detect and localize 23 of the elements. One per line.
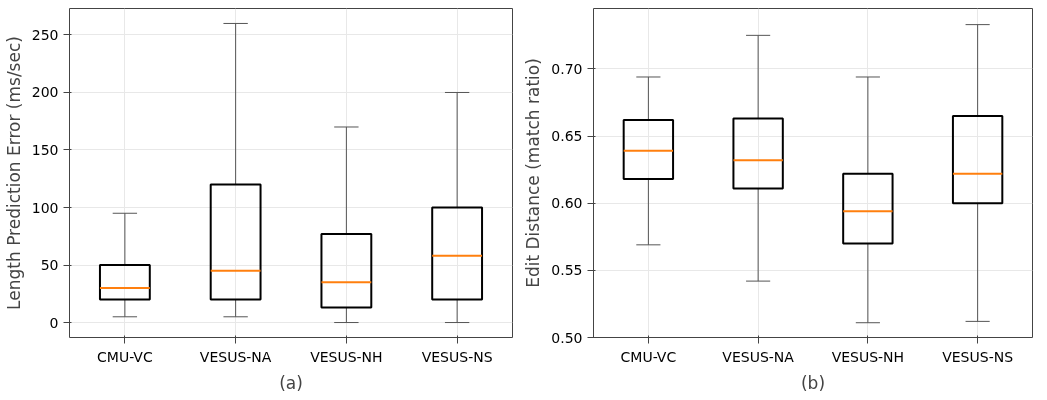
x-tick-label: CMU-VC	[620, 348, 677, 365]
x-axis-title: (a)	[279, 372, 303, 393]
y-axis-title: Edit Distance (match ratio)	[523, 58, 544, 288]
y-tick-label: 250	[31, 26, 59, 43]
y-tick-label: 150	[31, 141, 59, 158]
x-tick-label: VESUS-NA	[722, 348, 795, 365]
y-tick-label: 100	[31, 199, 59, 216]
y-tick-label: 0.55	[551, 262, 583, 279]
x-tick-label: CMU-VC	[97, 348, 153, 365]
x-tick-label: VESUS-NS	[942, 348, 1014, 365]
x-tick-label: VESUS-NS	[421, 348, 493, 365]
y-tick-label: 50	[40, 257, 59, 274]
y-axis-title: Length Prediction Error (ms/sec)	[3, 36, 24, 310]
y-tick-label: 0	[49, 314, 59, 331]
y-tick-label: 0.70	[551, 60, 583, 77]
x-tick-label: VESUS-NH	[310, 348, 383, 365]
y-tick-label: 0.65	[551, 128, 583, 145]
y-tick-label: 0.50	[551, 329, 583, 346]
x-tick-label: VESUS-NA	[199, 348, 272, 365]
y-tick-label: 200	[31, 84, 59, 101]
x-axis-title: (b)	[800, 372, 826, 393]
x-tick-label: VESUS-NH	[831, 348, 905, 365]
y-tick-label: 0.60	[551, 195, 583, 212]
